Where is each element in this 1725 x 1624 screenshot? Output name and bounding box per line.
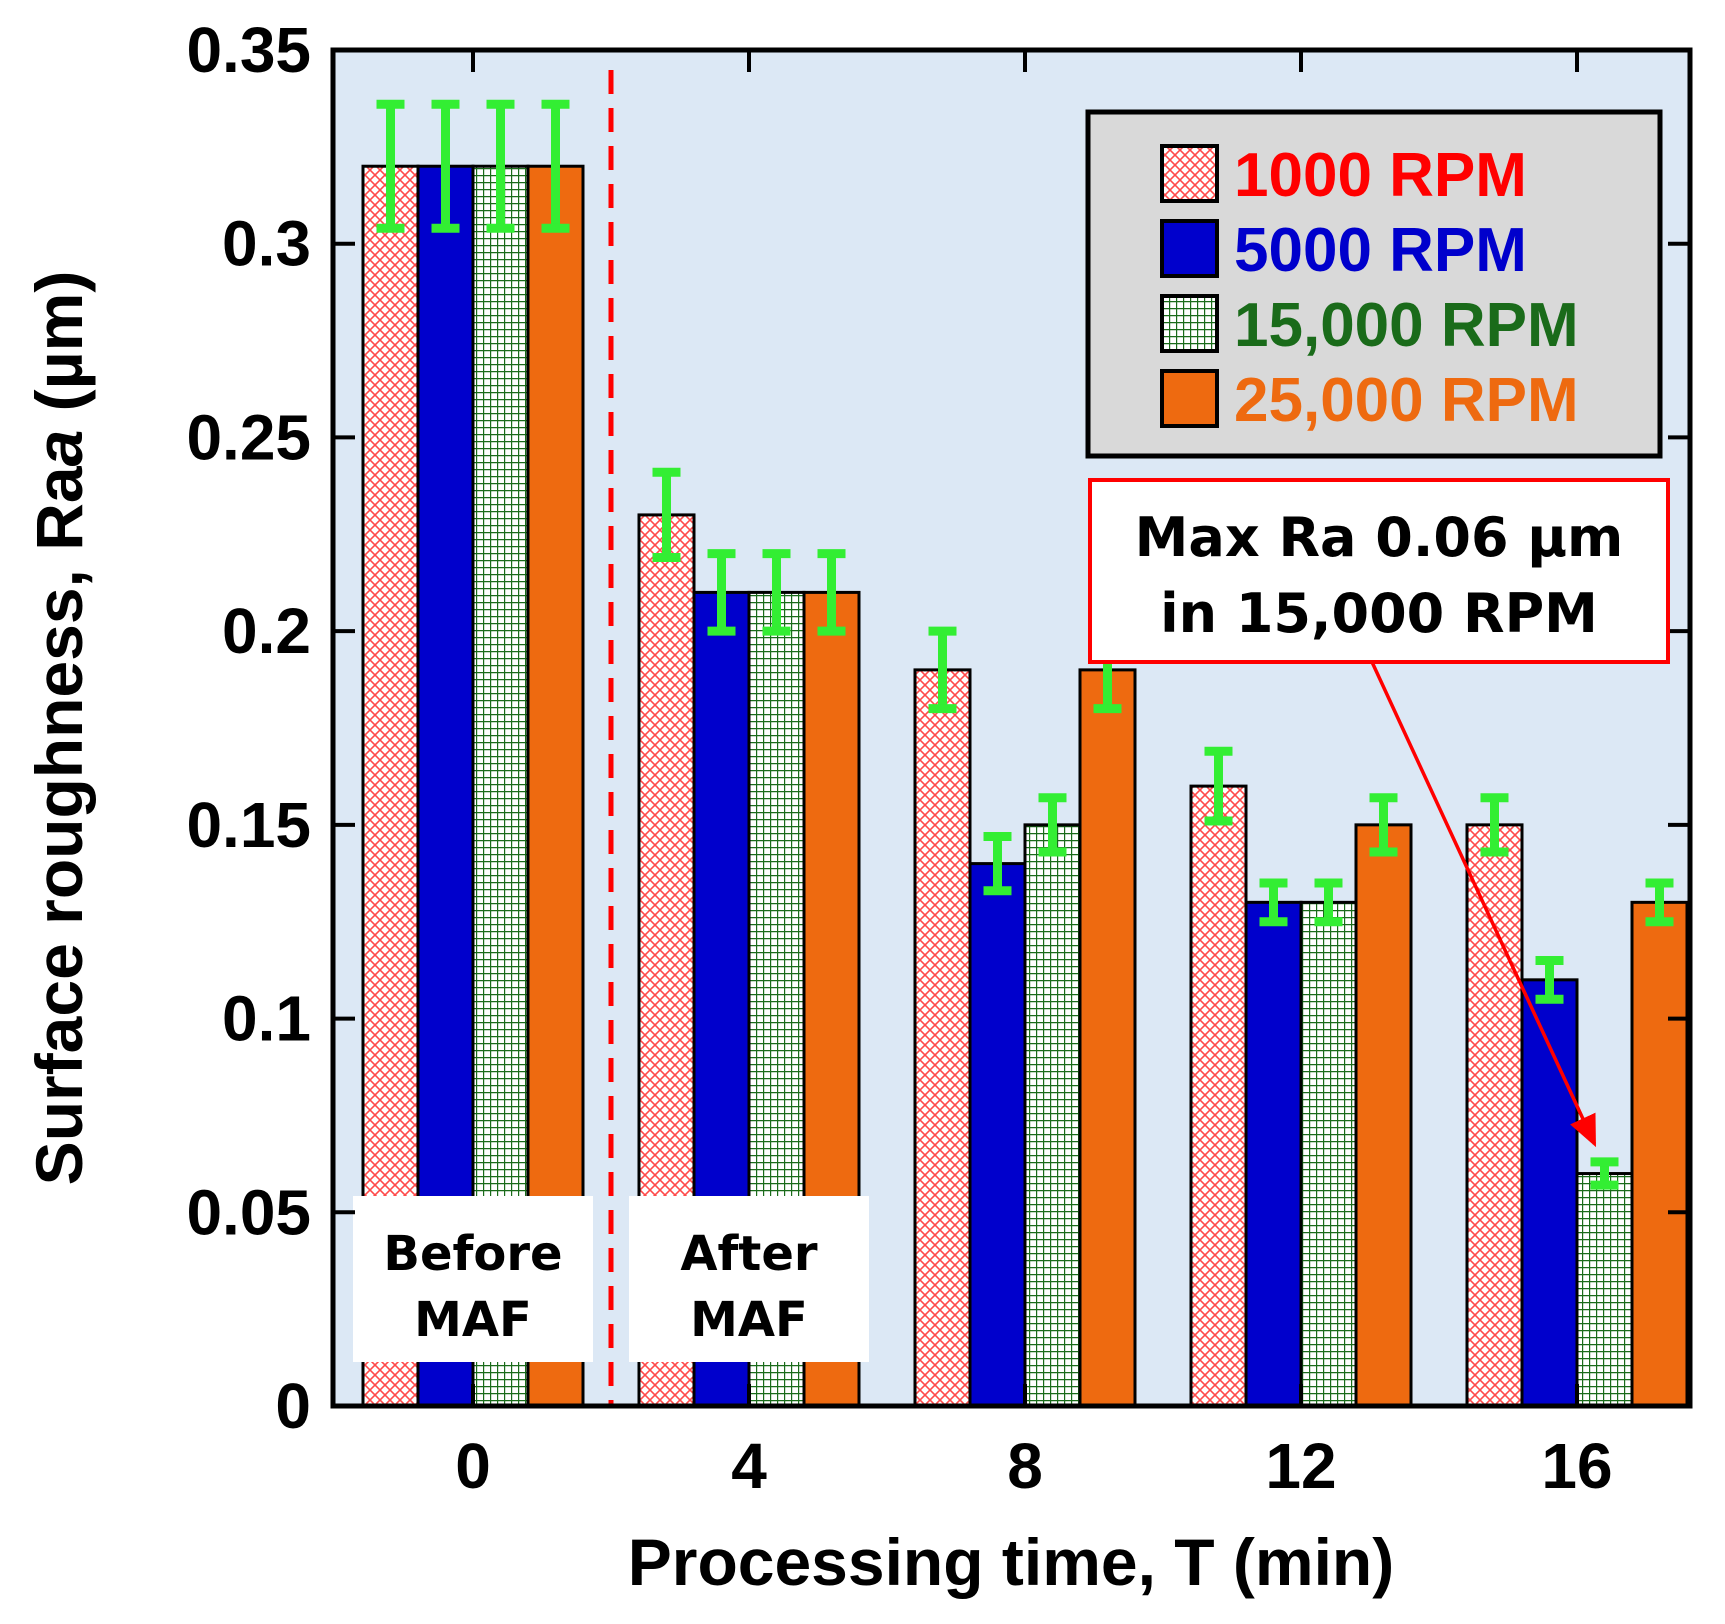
legend-swatch xyxy=(1162,146,1217,201)
bar-25000RPM-8 xyxy=(1080,670,1135,1406)
phase-label-0: Before MAF xyxy=(353,1196,593,1362)
y-tick-label: 0.05 xyxy=(186,1176,311,1248)
bar-25000RPM-12 xyxy=(1356,825,1411,1406)
legend-label: 5000 RPM xyxy=(1234,216,1527,285)
x-tick-label: 0 xyxy=(455,1430,491,1502)
y-axis-title-suffix: (µm) xyxy=(22,271,96,430)
y-axis-title-prefix: Surface roughness, Ra xyxy=(22,465,96,1185)
bar-5000RPM-12 xyxy=(1246,902,1301,1406)
bar-1000RPM-12 xyxy=(1191,786,1246,1406)
x-tick-label: 12 xyxy=(1265,1430,1336,1502)
y-tick-label: 0.1 xyxy=(222,983,311,1055)
legend-label: 1000 RPM xyxy=(1234,141,1527,210)
legend-swatch xyxy=(1162,371,1217,426)
x-axis-title: Processing time, T (min) xyxy=(628,1525,1394,1599)
y-tick-label: 0 xyxy=(275,1370,311,1442)
bar-1000RPM-16 xyxy=(1467,825,1522,1406)
chart-canvas: Before MAF After MAF 0 0.05 0.1 0.15 0.2 0.25 0.3… xyxy=(0,0,1725,1624)
y-tick-label: 0.3 xyxy=(222,208,311,280)
x-tick-label: 4 xyxy=(731,1430,767,1502)
legend-label: 15,000 RPM xyxy=(1234,291,1579,360)
bar-5000RPM-8 xyxy=(970,864,1025,1406)
phase-label-1: After MAF xyxy=(629,1196,869,1362)
y-axis-title-italic: a xyxy=(22,430,96,467)
y-tick-label: 0.25 xyxy=(186,401,311,473)
annotation-line-2: in 15,000 RPM xyxy=(1160,582,1598,645)
phase-label-line: MAF xyxy=(690,1292,808,1348)
legend-entry-1000RPM: 1000 RPM xyxy=(1162,141,1527,210)
y-axis-title: Surface roughness, Raa (µm) xyxy=(22,271,96,1186)
legend-swatch xyxy=(1162,296,1217,351)
phase-label-line: Before xyxy=(383,1226,562,1282)
bar-chart: Before MAF After MAF 0 0.05 0.1 0.15 0.2 0.25 0.3… xyxy=(0,0,1725,1624)
bar-25000RPM-16 xyxy=(1632,902,1687,1406)
bar-15000RPM-16 xyxy=(1577,1174,1632,1406)
y-tick-label: 0.2 xyxy=(222,595,311,667)
bar-1000RPM-8 xyxy=(915,670,970,1406)
bar-15000RPM-12 xyxy=(1301,902,1356,1406)
x-tick-label: 16 xyxy=(1541,1430,1612,1502)
x-tick-label: 8 xyxy=(1007,1430,1043,1502)
legend-swatch xyxy=(1162,221,1217,276)
y-tick-label: 0.35 xyxy=(186,14,311,86)
annotation-line-1: Max Ra 0.06 µm xyxy=(1135,506,1624,569)
bar-15000RPM-8 xyxy=(1025,825,1080,1406)
y-tick-label: 0.15 xyxy=(186,789,311,861)
phase-label-line: After xyxy=(680,1226,818,1282)
legend-entry-5000RPM: 5000 RPM xyxy=(1162,216,1527,285)
legend-label: 25,000 RPM xyxy=(1234,366,1579,435)
phase-label-line: MAF xyxy=(414,1292,532,1348)
